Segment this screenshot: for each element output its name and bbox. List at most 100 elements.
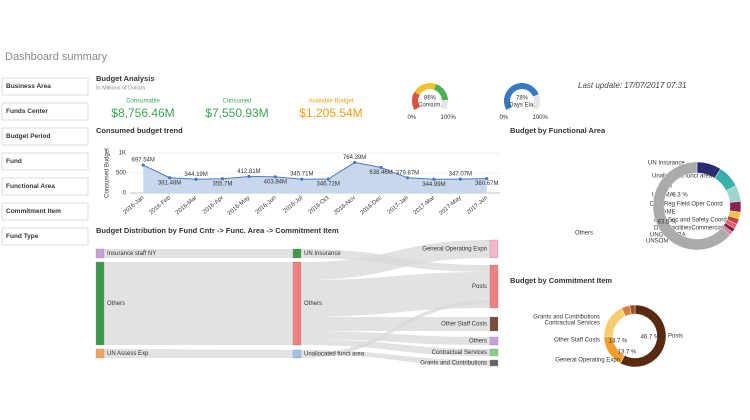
gauge-band: [414, 83, 437, 95]
sankey-node: [95, 248, 105, 259]
y-tick-label: 0: [123, 191, 127, 197]
data-label: 764.39M: [343, 155, 366, 161]
area: [143, 162, 487, 193]
sankey-flow: [104, 249, 293, 258]
sankey-flow: [301, 331, 490, 345]
x-tick-label: 2016-May: [227, 195, 251, 217]
gauge-tick-label: 100%: [533, 115, 549, 121]
sankey-label: Others: [469, 339, 487, 345]
donut-slice: [652, 161, 731, 251]
sankey-node: [95, 261, 105, 346]
point: [300, 177, 304, 181]
data-label: 381.48M: [158, 180, 181, 186]
sankey-label: Contractual Services: [432, 350, 487, 356]
x-tick-label: 2016-Oct: [308, 195, 331, 216]
data-label: 347.07M: [449, 172, 472, 178]
point: [273, 175, 277, 179]
kpi-label: Consumable: [126, 99, 160, 105]
y-tick-label: 500: [116, 171, 127, 177]
slice-label: DSS Sec and Safety Coord: [654, 218, 727, 224]
sankey-label: Posts: [472, 284, 487, 290]
x-tick-label: 2016-Feb: [148, 195, 172, 217]
filter-label: Commitment Item: [6, 208, 61, 215]
data-label: 345.71M: [290, 172, 313, 178]
filter-box[interactable]: [1, 127, 89, 146]
sankey-label: UN Assess Exp: [107, 351, 149, 357]
gauge-band: [411, 92, 420, 110]
sankey-node: [489, 336, 499, 346]
donut-slice: [603, 307, 626, 337]
gauge-value: [504, 83, 539, 110]
donut-slice: [629, 304, 636, 315]
x-tick-label: 2017-May: [438, 195, 462, 217]
gauge-value-label: 86%: [424, 96, 437, 102]
sankey-node: [489, 348, 499, 357]
x-tick-label: 2016-Jun: [255, 195, 278, 216]
sankey-label: Others: [107, 301, 125, 307]
data-label: 379.87M: [396, 170, 419, 176]
point: [432, 177, 436, 181]
sankey-node: [292, 349, 302, 359]
sankey-label: Grants and Contributions: [420, 361, 487, 367]
sankey-title: Budget Distribution by Fund Cntr -> Func…: [96, 226, 339, 235]
last-update: Last update: 17/07/2017 07:31: [578, 81, 687, 90]
point: [353, 160, 357, 165]
slice-value: 8.3 %: [672, 193, 688, 199]
sankey-label: Others: [304, 301, 322, 307]
gauge-value: [434, 84, 448, 101]
sankey-label: Unallocated funct area: [304, 352, 365, 358]
point: [220, 177, 225, 181]
sankey-flow: [301, 317, 490, 331]
x-tick-label: 2017-Jan: [387, 195, 410, 216]
sankey-node: [292, 261, 302, 346]
point: [405, 176, 410, 180]
filter-box[interactable]: [1, 227, 89, 246]
sankey-node: [489, 264, 499, 309]
point: [485, 176, 489, 181]
point: [168, 176, 172, 180]
y-axis-label: Consumed Budget: [105, 148, 111, 198]
slice-label: Others: [575, 231, 593, 237]
x-tick-label: 2016-Dec: [360, 195, 384, 216]
donut-slice: [729, 201, 742, 213]
sankey-node: [95, 348, 105, 359]
kpi-value: $8,756.46M: [111, 106, 174, 120]
filter-box[interactable]: [1, 102, 89, 121]
slice-label: DSS Reg Field Oper Coord: [650, 202, 723, 208]
sankey-flow: [301, 350, 490, 366]
slice-label: UNSOM: [646, 239, 668, 245]
point: [379, 165, 383, 170]
slice-label: UN Insurance: [648, 161, 685, 167]
gauge-value-label: 78%: [516, 96, 529, 102]
sankey-flow: [104, 262, 293, 345]
gauge-tick-label: 100%: [441, 115, 457, 121]
slice-label: Grants and Contributions: [533, 315, 600, 321]
data-label: 344.99M: [422, 182, 445, 188]
sankey-flow: [104, 349, 293, 358]
gauge-tick-label: 0%: [407, 115, 416, 121]
slice-value: 13.7 %: [618, 350, 637, 356]
filter-label: Functional Area: [6, 183, 55, 190]
line: [142, 161, 487, 180]
sankey-flow: [301, 339, 490, 356]
slice-label: DSS FacilitiesCommercial: [654, 226, 723, 232]
filter-label: Business Area: [6, 83, 51, 90]
data-label: 638.46M: [369, 170, 392, 176]
point: [247, 174, 251, 179]
data-label: 412.81M: [237, 169, 260, 175]
filter-box[interactable]: [1, 77, 89, 96]
filter-box[interactable]: [1, 152, 89, 171]
data-label: 346.72M: [317, 182, 340, 188]
sankey-node: [489, 316, 499, 332]
filter-label: Budget Period: [6, 133, 50, 140]
sankey-flow: [301, 240, 490, 280]
x-tick-label: 2016-Jan: [122, 195, 145, 216]
slice-label: Contractual Services: [545, 321, 600, 327]
filter-box[interactable]: [1, 202, 89, 221]
point: [194, 177, 198, 181]
kpi-value: $1,205.54M: [299, 106, 362, 120]
filter-box[interactable]: [1, 177, 89, 196]
slice-value: 46.7 %: [641, 335, 660, 341]
x-tick-label: 2017-Jun: [466, 195, 489, 216]
